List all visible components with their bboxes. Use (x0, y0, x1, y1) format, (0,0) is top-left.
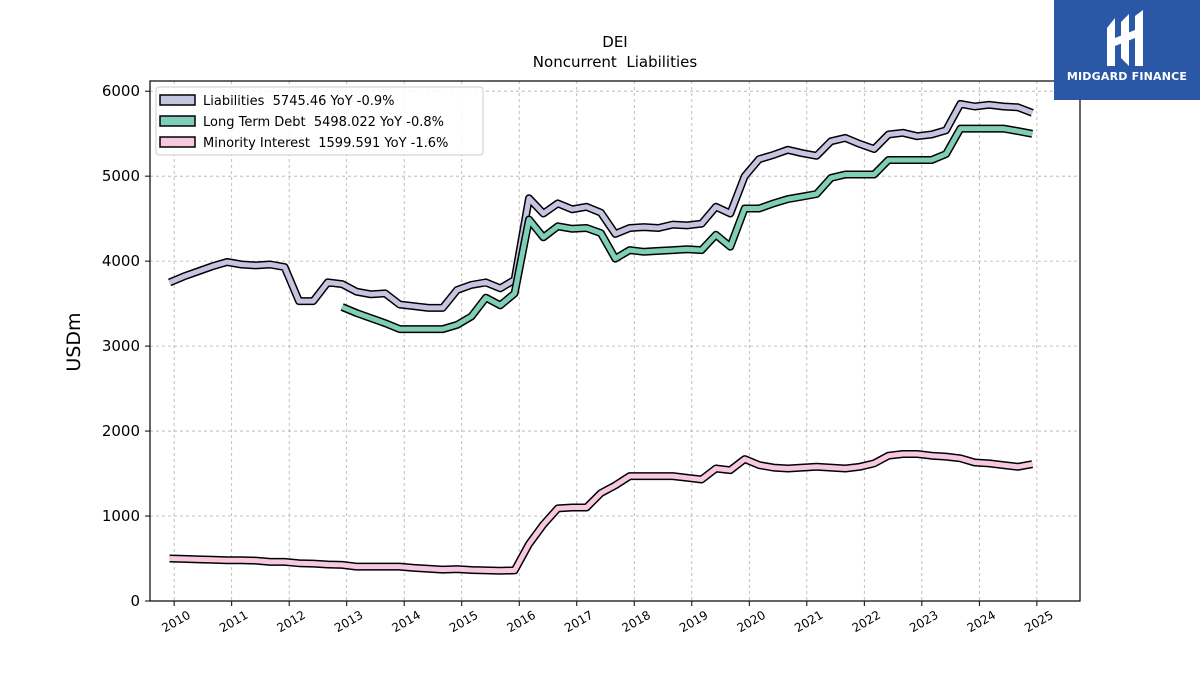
x-tick-label: 2022 (850, 608, 883, 635)
x-tick-label: 2024 (965, 608, 998, 635)
legend-swatch-minority-interest (159, 136, 196, 148)
x-tick-label: 2018 (620, 608, 653, 635)
x-tick-label: 2023 (907, 608, 940, 635)
y-tick-label: 4000 (102, 252, 140, 270)
x-tick-label: 2019 (677, 608, 710, 635)
plot-frame (149, 80, 1081, 602)
series-line-minority-interest (169, 451, 1033, 574)
brand-logo: MIDGARD FINANCE (1054, 0, 1200, 100)
series-line-outline-minority-interest (169, 450, 1034, 575)
y-tick-label: 2000 (102, 422, 140, 440)
y-tick-label: 0 (130, 592, 140, 610)
x-tick-label: 2010 (159, 608, 192, 635)
x-tick-label: 2012 (274, 608, 307, 635)
legend-box (155, 86, 484, 156)
logo-mark-icon (1107, 10, 1143, 66)
x-tick-label: 2017 (562, 608, 595, 635)
y-tick-label: 3000 (102, 337, 140, 355)
y-tick-label: 6000 (102, 82, 140, 100)
legend-swatch-liabilities (159, 94, 196, 106)
y-tick-label: 1000 (102, 507, 140, 525)
series-line-liabilities (168, 101, 1034, 311)
legend-swatch-long-term-debt (159, 115, 196, 127)
x-tick-label: 2025 (1022, 608, 1055, 635)
axis-ticks: 2010 2011 2012 2013 2014 2015 2016 2017 2018 2019… (102, 82, 1056, 635)
x-tick-label: 2015 (447, 608, 480, 635)
legend-label-liabilities: Liabilities 5745.46 YoY -0.9% (203, 94, 395, 109)
x-tick-label: 2013 (332, 608, 365, 635)
brand-name: MIDGARD FINANCE (1066, 70, 1188, 83)
x-tick-label: 2021 (792, 608, 825, 635)
x-tick-label: 2016 (505, 608, 538, 635)
series-layer (168, 99, 1034, 575)
x-tick-label: 2014 (389, 608, 422, 635)
y-tick-label: 5000 (102, 167, 140, 185)
legend-label-long-term-debt: Long Term Debt 5498.022 YoY -0.8% (203, 115, 444, 130)
chart-subtitle: Noncurrent Liabilities (533, 53, 698, 71)
chart-title: DEI (602, 33, 627, 51)
legend: Liabilities 5745.46 YoY -0.9% Long Term D… (155, 86, 484, 156)
x-tick-label: 2020 (735, 608, 768, 635)
x-tick-label: 2011 (217, 608, 250, 635)
y-axis-label: USDm (63, 312, 85, 371)
series-line-long-term-debt (341, 126, 1033, 332)
legend-label-minority-interest: Minority Interest 1599.591 YoY -1.6% (203, 136, 448, 151)
